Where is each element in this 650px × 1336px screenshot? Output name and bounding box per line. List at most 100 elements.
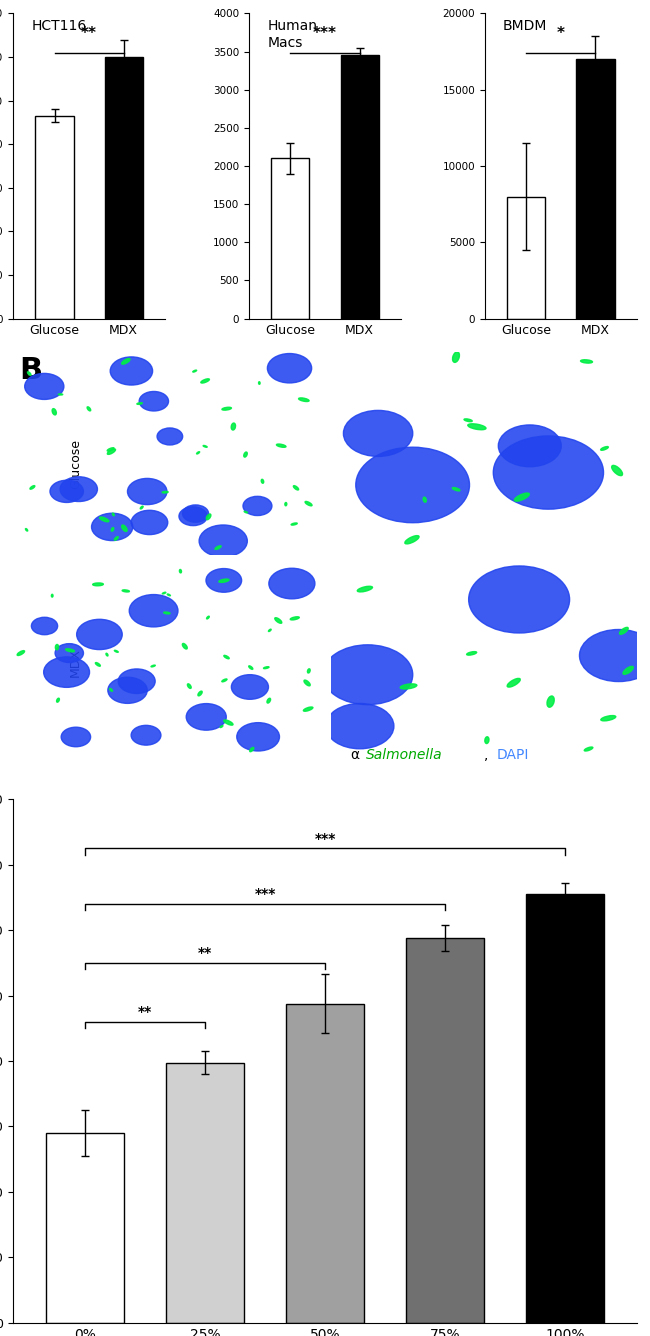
Text: BMDM: BMDM	[503, 20, 547, 33]
Text: C: C	[20, 804, 42, 834]
Text: Salmonella: Salmonella	[365, 748, 442, 762]
Ellipse shape	[601, 716, 616, 721]
Circle shape	[499, 425, 561, 466]
Text: α: α	[350, 748, 359, 762]
Ellipse shape	[452, 351, 460, 362]
Ellipse shape	[167, 595, 170, 596]
Bar	[286, 1003, 364, 1323]
Text: ***: ***	[313, 25, 337, 41]
Ellipse shape	[222, 407, 231, 410]
Ellipse shape	[201, 379, 209, 383]
Ellipse shape	[275, 617, 282, 624]
Circle shape	[118, 669, 155, 693]
Ellipse shape	[93, 582, 103, 585]
Ellipse shape	[206, 514, 211, 520]
Ellipse shape	[467, 652, 476, 655]
Circle shape	[31, 617, 58, 635]
Ellipse shape	[219, 578, 229, 582]
Ellipse shape	[112, 513, 114, 516]
Ellipse shape	[293, 486, 298, 490]
Ellipse shape	[99, 517, 109, 522]
Circle shape	[25, 373, 64, 399]
Circle shape	[129, 595, 178, 627]
Ellipse shape	[244, 512, 248, 513]
Ellipse shape	[111, 528, 114, 532]
Ellipse shape	[285, 502, 287, 506]
Circle shape	[61, 727, 90, 747]
Ellipse shape	[207, 616, 209, 619]
Circle shape	[92, 513, 133, 541]
Ellipse shape	[183, 644, 187, 649]
Ellipse shape	[268, 629, 271, 632]
Bar	[105, 57, 143, 319]
Text: *: *	[557, 25, 565, 41]
Ellipse shape	[547, 696, 554, 707]
Circle shape	[237, 723, 280, 751]
Circle shape	[44, 657, 90, 687]
Circle shape	[157, 428, 183, 445]
Ellipse shape	[580, 359, 593, 363]
Ellipse shape	[304, 680, 310, 685]
Circle shape	[179, 506, 207, 525]
Circle shape	[131, 510, 168, 534]
Bar	[577, 59, 614, 319]
Bar	[406, 938, 484, 1323]
Text: ***: ***	[315, 832, 335, 846]
Circle shape	[469, 566, 569, 633]
Ellipse shape	[452, 488, 460, 490]
Ellipse shape	[52, 409, 57, 415]
Ellipse shape	[193, 370, 196, 373]
Ellipse shape	[623, 667, 633, 675]
Ellipse shape	[222, 679, 227, 681]
Circle shape	[356, 448, 469, 522]
Text: DAPI: DAPI	[497, 748, 529, 762]
Ellipse shape	[17, 651, 25, 656]
Circle shape	[50, 480, 83, 502]
Ellipse shape	[162, 492, 168, 493]
Text: Glucose: Glucose	[69, 438, 82, 489]
Ellipse shape	[307, 669, 310, 673]
Text: ***: ***	[254, 887, 276, 902]
Text: HCT116: HCT116	[31, 20, 86, 33]
Ellipse shape	[619, 628, 628, 635]
Ellipse shape	[51, 595, 53, 597]
Ellipse shape	[164, 612, 170, 615]
Ellipse shape	[27, 371, 31, 375]
Circle shape	[269, 568, 315, 599]
Ellipse shape	[244, 452, 247, 457]
Circle shape	[183, 505, 209, 522]
Ellipse shape	[584, 747, 593, 751]
Text: B: B	[20, 355, 42, 385]
Ellipse shape	[276, 444, 286, 448]
Circle shape	[127, 478, 167, 505]
Ellipse shape	[468, 424, 486, 430]
Text: **: **	[198, 946, 212, 961]
Ellipse shape	[263, 667, 269, 669]
Ellipse shape	[261, 480, 264, 484]
Circle shape	[199, 525, 247, 557]
Ellipse shape	[291, 617, 299, 620]
Ellipse shape	[203, 445, 207, 448]
Ellipse shape	[87, 406, 91, 411]
Text: **: **	[138, 1005, 152, 1019]
Circle shape	[343, 410, 413, 457]
Ellipse shape	[215, 546, 221, 549]
Text: MDX: MDX	[69, 648, 82, 677]
Ellipse shape	[304, 707, 313, 711]
Text: ,: ,	[484, 748, 493, 762]
Ellipse shape	[464, 420, 473, 422]
Text: Human
Macs: Human Macs	[267, 20, 317, 49]
Circle shape	[111, 357, 153, 385]
Ellipse shape	[231, 424, 235, 430]
Circle shape	[60, 477, 98, 501]
Ellipse shape	[405, 536, 419, 544]
Bar	[272, 159, 309, 319]
Ellipse shape	[267, 699, 270, 703]
Bar	[526, 894, 604, 1323]
Bar	[507, 196, 545, 319]
Ellipse shape	[249, 665, 253, 669]
Bar	[46, 1133, 124, 1323]
Circle shape	[580, 629, 650, 681]
Ellipse shape	[196, 452, 200, 454]
Ellipse shape	[507, 679, 520, 687]
